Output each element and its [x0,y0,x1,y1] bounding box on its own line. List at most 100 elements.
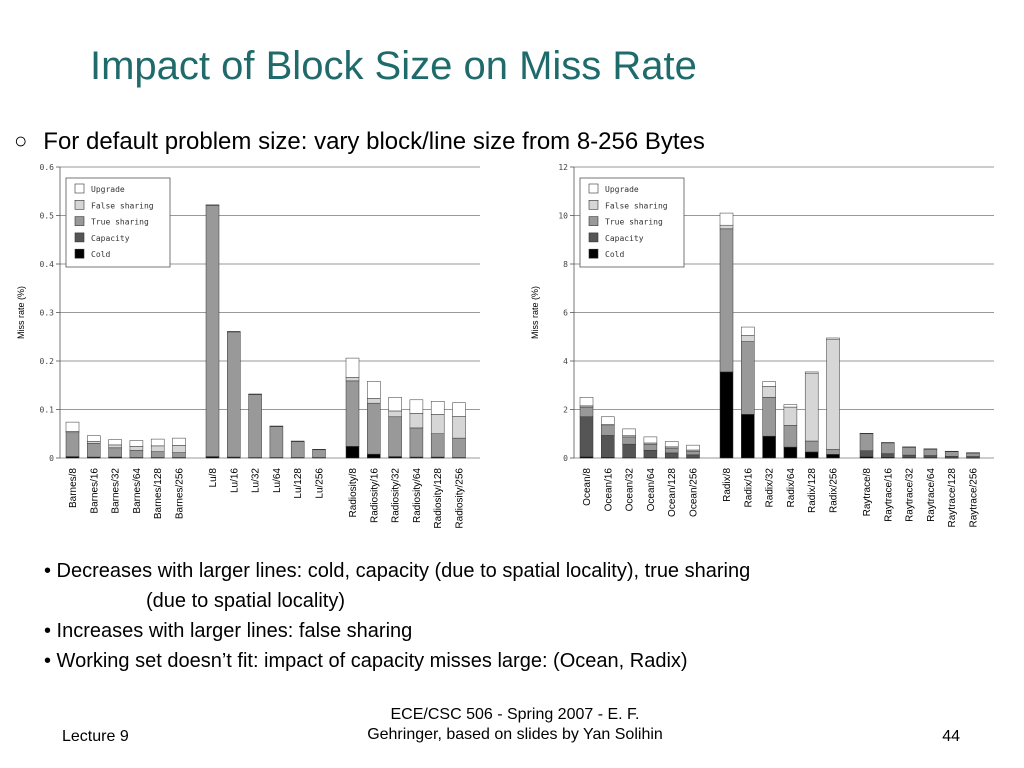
bar-segment-false-sharing [409,413,424,429]
bar-segment-true-sharing [622,436,636,445]
legend-swatch [74,248,85,259]
x-tick-label: Barnes/32 [111,468,122,514]
bar-segment-true-sharing [290,441,305,458]
bullet-item-continuation: (due to spatial locality) [146,590,345,612]
y-tick-label: 2 [563,406,568,415]
bar-segment-true-sharing [741,341,755,415]
legend-swatch [588,183,599,194]
footer-credit: ECE/CSC 506 - Spring 2007 - E. F. Gehrin… [300,705,730,745]
bar-segment-upgrade [966,452,980,454]
chart-right: 0 2 4 6 8 10 12 Miss rate (%) Ocean/8 Ocean/16 Oce… [524,158,1004,530]
x-tick-label: Lu/128 [293,468,304,499]
bar-segment-false-sharing [719,224,734,230]
legend-label: False sharing [91,201,154,210]
bar-segment-cold [367,453,381,459]
bar-segment-true-sharing [719,228,734,373]
y-tick-label: 0.5 [40,212,55,221]
legend-label: Cold [91,250,110,259]
bar-segment-false-sharing [248,393,262,395]
x-tick-label: Ocean/32 [625,468,636,512]
x-tick-label: Radix/16 [743,468,754,508]
bar-segment-capacity [881,453,895,458]
bar-segment-true-sharing [248,394,262,458]
bar-segment-upgrade [783,404,798,408]
bar-segment-upgrade [923,448,938,450]
legend-swatch [74,183,85,194]
bar-segment-true-sharing [944,451,959,457]
bar-segment-cold [783,446,798,459]
circle-bullet-icon: ○ [14,128,28,153]
legend-label: Upgrade [605,185,639,194]
bar-segment-cold [345,446,360,459]
bar-segment-upgrade [601,416,615,425]
x-tick-label: Ocean/64 [646,468,657,512]
footer-credit-line2: Gehringer, based on slides by Yan Solihi… [367,726,663,743]
bar-segment-false-sharing [388,410,402,418]
bullet-item: • Increases with larger lines: false sha… [44,620,413,642]
bar-segment-upgrade [902,446,916,448]
bar-segment-capacity [579,416,594,458]
bar-segment-false-sharing [227,331,241,333]
bar-segment-upgrade [664,441,679,448]
y-axis-title: Miss rate (%) [16,286,26,339]
x-tick-label: Raytrace/32 [905,468,916,522]
bar-segment-true-sharing [859,433,874,451]
bar-segment-true-sharing [601,425,615,436]
x-tick-label: Radiosity/128 [433,468,444,529]
bar-segment-true-sharing [312,449,326,458]
bar-segment-upgrade [388,397,402,412]
bar-segment-true-sharing [881,442,895,454]
bar-segment-upgrade [622,428,636,436]
y-tick-label: 0.4 [40,260,55,269]
bar-segment-false-sharing [741,335,755,342]
y-tick-label: 4 [563,357,568,366]
bar-segment-true-sharing [664,447,679,454]
bar-segment-upgrade [881,442,895,444]
y-tick-label: 0 [49,454,54,463]
bar-segment-upgrade [804,371,819,374]
bar-segment-true-sharing [108,447,122,458]
bar-segment-true-sharing [269,426,284,458]
bar-segment-false-sharing [269,425,284,427]
bar-segment-true-sharing [686,450,700,456]
legend-label: Capacity [605,234,644,243]
bar-segment-upgrade [944,450,959,452]
x-tick-label: Raytrace/8 [862,468,873,517]
bar-segment-false-sharing [345,377,360,382]
x-tick-label: Radiosity/8 [348,468,359,518]
legend-swatch [588,216,599,226]
legend-label: True sharing [605,218,663,227]
bar-segment-upgrade [172,437,186,446]
bar-segment-upgrade [430,401,445,415]
bullet-item: • Decreases with larger lines: cold, cap… [44,560,751,582]
x-tick-label: Lu/64 [272,468,283,493]
y-tick-label: 0.2 [40,357,55,366]
legend-swatch [74,216,85,226]
y-tick-label: 0.1 [40,406,55,415]
bar-segment-false-sharing [804,372,819,442]
bar-segment-upgrade [719,212,734,226]
x-tick-label: Barnes/128 [153,468,164,520]
x-tick-label: Lu/256 [315,468,326,499]
bar-segment-cold [741,414,755,459]
bar-segment-capacity [902,454,916,458]
legend-swatch [74,232,85,243]
x-tick-label: Raytrace/16 [883,468,894,522]
bar-segment-upgrade [129,440,144,447]
bar-segment-true-sharing [129,449,144,458]
y-tick-label: 6 [563,309,568,318]
bar-segment-true-sharing [826,449,840,455]
bar-segment-true-sharing [783,425,798,448]
legend-swatch [74,199,85,210]
legend-swatch [588,232,599,243]
subtitle-row: ○ For default problem size: vary block/li… [14,128,705,156]
bar-segment-upgrade [452,402,466,417]
footer-page-number: 44 [942,728,960,745]
bar-segment-true-sharing [643,443,658,451]
bar-segment-false-sharing [367,398,381,404]
x-tick-label: Lu/32 [251,468,262,493]
x-tick-label: Barnes/16 [89,468,100,514]
bar-segment-true-sharing [345,380,360,447]
bar-segment-true-sharing [579,406,594,418]
x-tick-label: Radix/8 [722,468,733,502]
